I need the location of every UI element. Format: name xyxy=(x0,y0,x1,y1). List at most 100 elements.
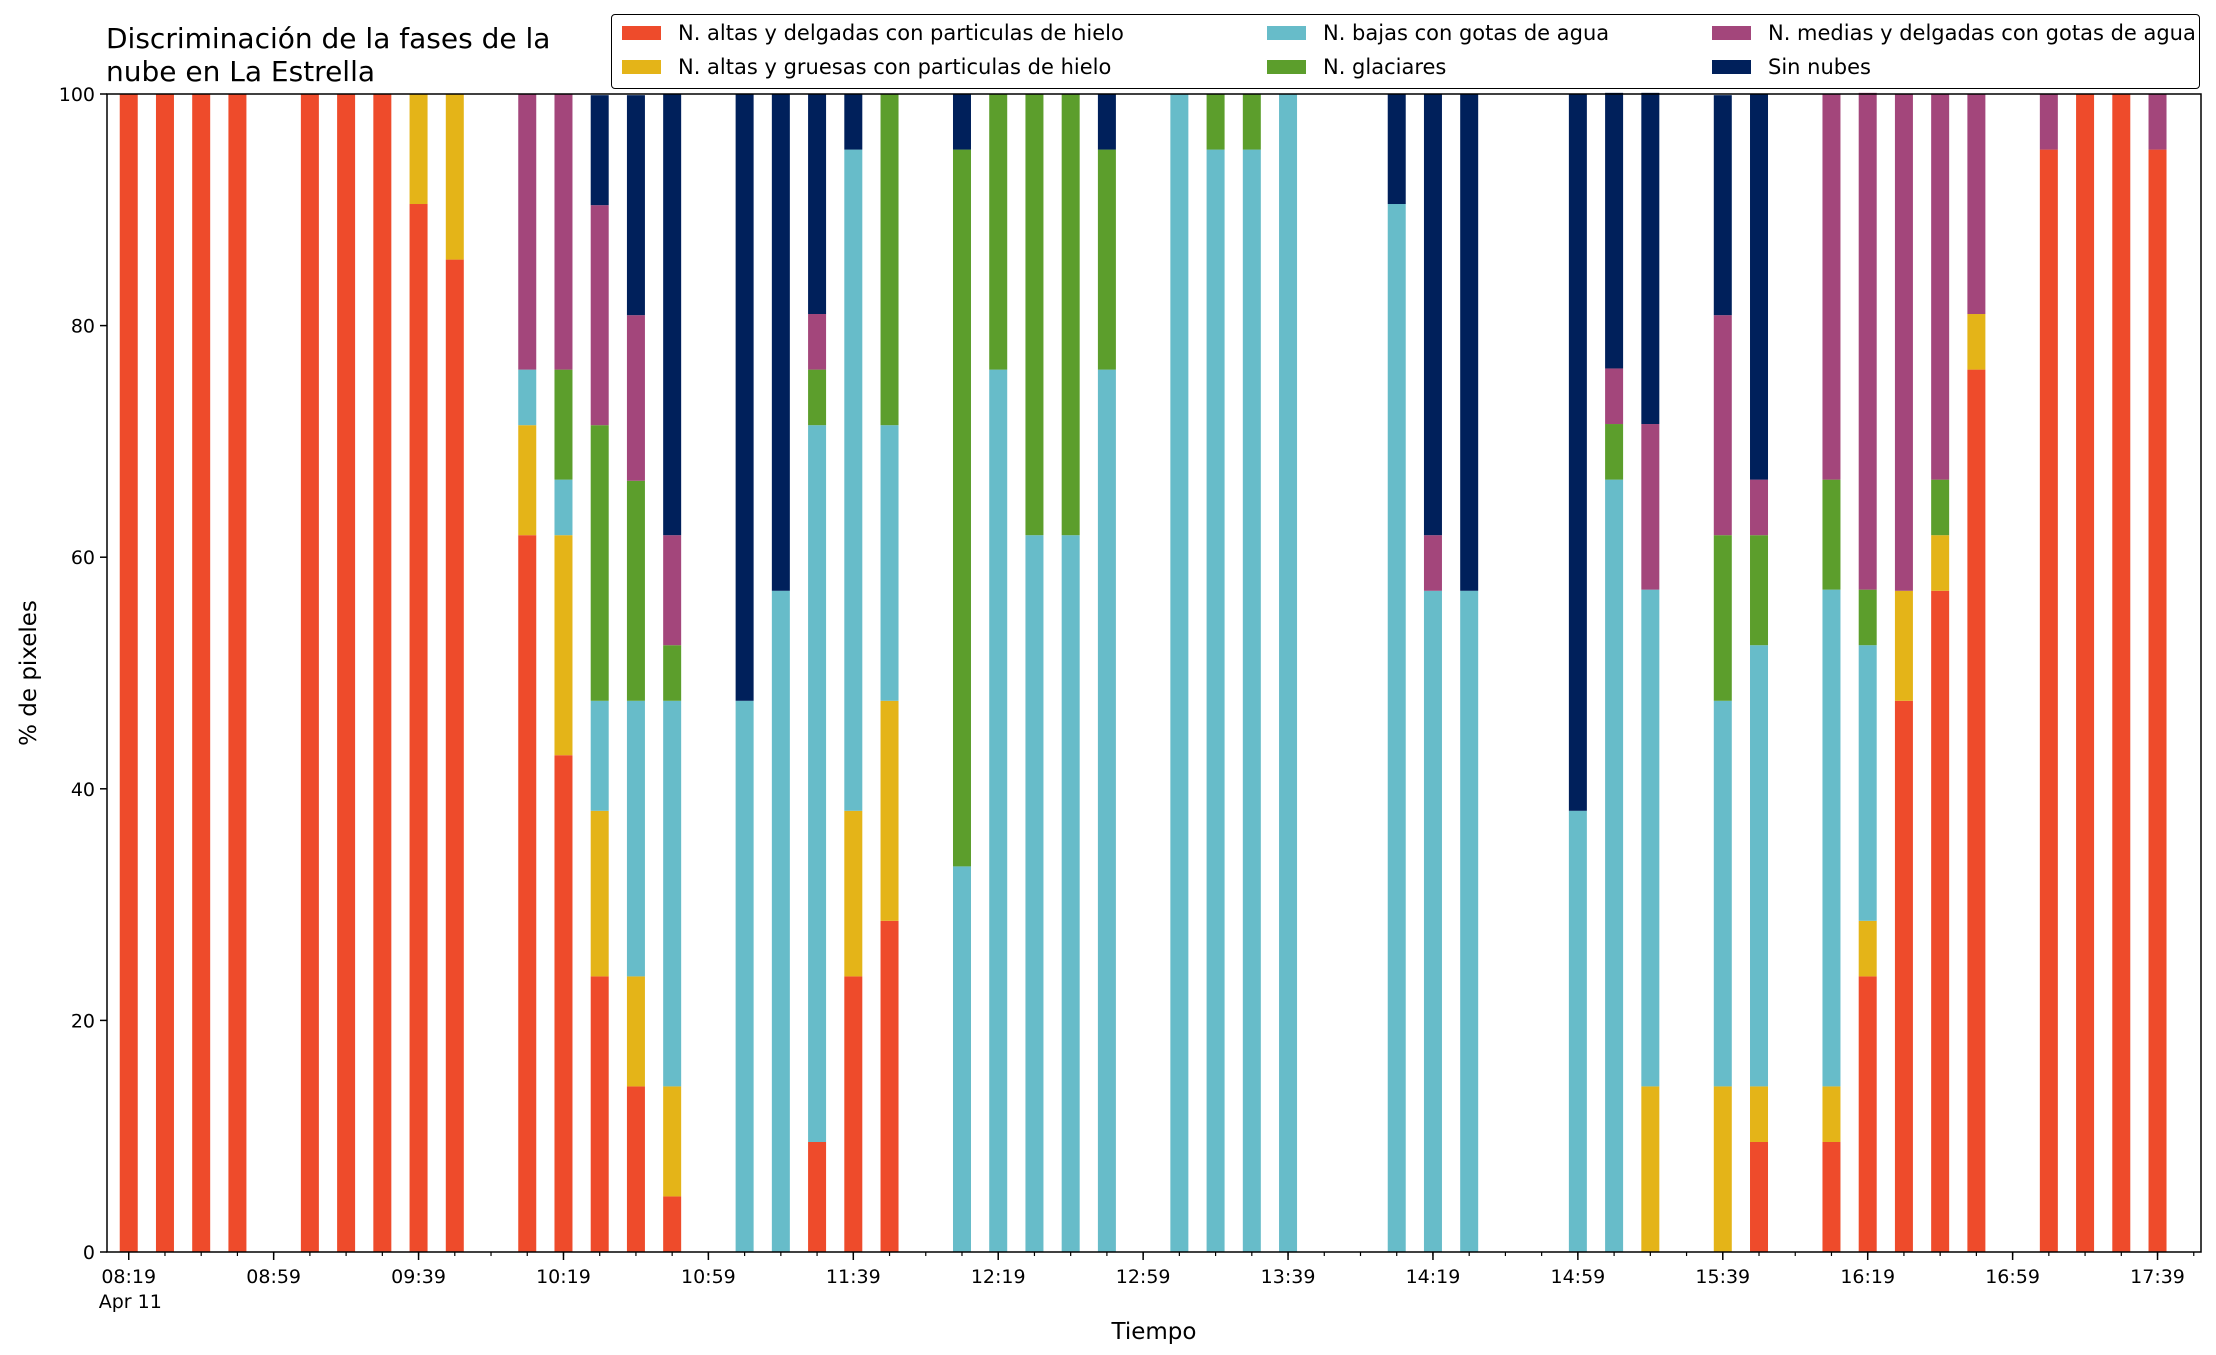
bar-segment xyxy=(554,535,573,756)
x-tick-label: 14:19 xyxy=(1406,1266,1461,1288)
bar-segment xyxy=(300,94,319,1252)
bar-segment xyxy=(192,94,211,1252)
bar-segment xyxy=(1206,94,1225,150)
bar-segment xyxy=(1931,94,1950,480)
legend-label: Sin nubes xyxy=(1768,55,1871,79)
bar-segment xyxy=(1858,920,1877,977)
bar-segment xyxy=(1713,700,1732,1087)
bar-segment xyxy=(1931,479,1950,536)
bar-segment xyxy=(1713,535,1732,701)
bar-segment xyxy=(1387,204,1406,1252)
bar-segment xyxy=(445,259,464,1252)
bar-segment xyxy=(952,94,971,150)
bar-segment xyxy=(1822,1141,1841,1252)
bar-segment xyxy=(663,700,682,1087)
bar-segment xyxy=(518,94,537,370)
y-tick-label: 100 xyxy=(59,84,95,106)
bar-segment xyxy=(626,976,645,1087)
bar-segment xyxy=(771,94,790,591)
bar-segment xyxy=(626,315,645,481)
bar-segment xyxy=(663,535,682,646)
x-date-label: Apr 11 xyxy=(99,1291,162,1313)
bar-segment xyxy=(554,479,573,536)
bar-segment xyxy=(409,94,428,205)
bar-segment xyxy=(1822,479,1841,590)
bar-segment xyxy=(2076,94,2095,1252)
bar-segment xyxy=(1061,535,1080,1252)
bar-segment xyxy=(119,94,138,1252)
bar-segment xyxy=(445,94,464,260)
legend-swatch xyxy=(1267,60,1306,74)
bar-segment xyxy=(2148,94,2167,150)
bar-segment xyxy=(1170,94,1189,1252)
bar-segment xyxy=(1858,589,1877,646)
bar-segment xyxy=(1858,645,1877,921)
bar-segment xyxy=(554,94,573,370)
legend-entry: N. altas y delgadas con particulas de hi… xyxy=(622,21,1124,45)
bar-segment xyxy=(735,94,754,701)
bar-segment xyxy=(808,369,827,426)
bar-segment xyxy=(2039,94,2058,150)
legend-swatch xyxy=(1712,60,1751,74)
bar-segment xyxy=(228,94,247,1252)
bar-segment xyxy=(518,425,537,536)
bar-segment xyxy=(1460,590,1479,1252)
bar-segment xyxy=(1460,94,1479,591)
x-axis-label: Tiempo xyxy=(1111,1319,1197,1345)
bar-segment xyxy=(1206,149,1225,1253)
bar-segment xyxy=(808,425,827,1142)
bar-segment xyxy=(1931,535,1950,591)
chart-title: Discriminación de la fases de la nube en… xyxy=(106,22,550,88)
bar-segment xyxy=(1858,976,1877,1252)
bar-segment xyxy=(155,94,174,1252)
bar-segment xyxy=(1931,590,1950,1252)
bar-segment xyxy=(1713,95,1732,316)
bar-segment xyxy=(880,94,899,426)
bar-segment xyxy=(1423,535,1442,591)
bar-segment xyxy=(590,700,609,811)
bar-segment xyxy=(1025,94,1044,536)
bar-segment xyxy=(989,369,1008,1252)
bar-segment xyxy=(554,755,573,1252)
bar-segment xyxy=(1967,369,1986,1252)
bar-segment xyxy=(1568,810,1587,1252)
bar-segment xyxy=(626,1086,645,1252)
bar-segment xyxy=(952,866,971,1252)
bar-segment xyxy=(880,920,899,1252)
bar-segment xyxy=(1097,149,1116,370)
bar-segment xyxy=(1641,92,1660,425)
legend-label: N. bajas con gotas de agua xyxy=(1323,21,1610,45)
bar-segment xyxy=(373,94,392,1252)
bar-segment xyxy=(1750,1086,1769,1142)
bar-segment xyxy=(880,700,899,921)
y-tick-label: 40 xyxy=(71,779,95,801)
bar-segment xyxy=(1822,1086,1841,1142)
bar-segment xyxy=(663,94,682,536)
legend-label: N. altas y delgadas con particulas de hi… xyxy=(678,21,1124,45)
bar-segment xyxy=(1605,479,1624,1252)
bar-segment xyxy=(808,314,827,370)
legend-label: N. medias y delgadas con gotas de agua xyxy=(1768,21,2196,45)
bar-segment xyxy=(1967,314,1986,370)
bar-segment xyxy=(1279,94,1298,1252)
bar-segment xyxy=(1858,92,1877,590)
x-tick-label: 15:39 xyxy=(1695,1266,1750,1288)
bar-segment xyxy=(626,700,645,977)
bar-segment xyxy=(1967,94,1986,315)
bar-segment xyxy=(1750,1141,1769,1252)
x-tick-label: 17:39 xyxy=(2130,1266,2185,1288)
bar-segment xyxy=(1387,94,1406,205)
bar-segment xyxy=(1605,368,1624,425)
x-tick-label: 16:19 xyxy=(1840,1266,1895,1288)
bar-segment xyxy=(518,535,537,1252)
bar-segment xyxy=(1605,424,1624,480)
bar-segment xyxy=(1894,700,1913,1252)
bar-segment xyxy=(663,645,682,701)
y-tick-label: 20 xyxy=(71,1010,95,1032)
chart-legend: N. altas y delgadas con particulas de hi… xyxy=(611,14,2200,89)
legend-swatch xyxy=(1267,26,1306,40)
bar-segment xyxy=(1641,589,1660,1087)
x-tick-label: 08:19 xyxy=(101,1266,156,1288)
plot-frame xyxy=(106,93,2202,1253)
